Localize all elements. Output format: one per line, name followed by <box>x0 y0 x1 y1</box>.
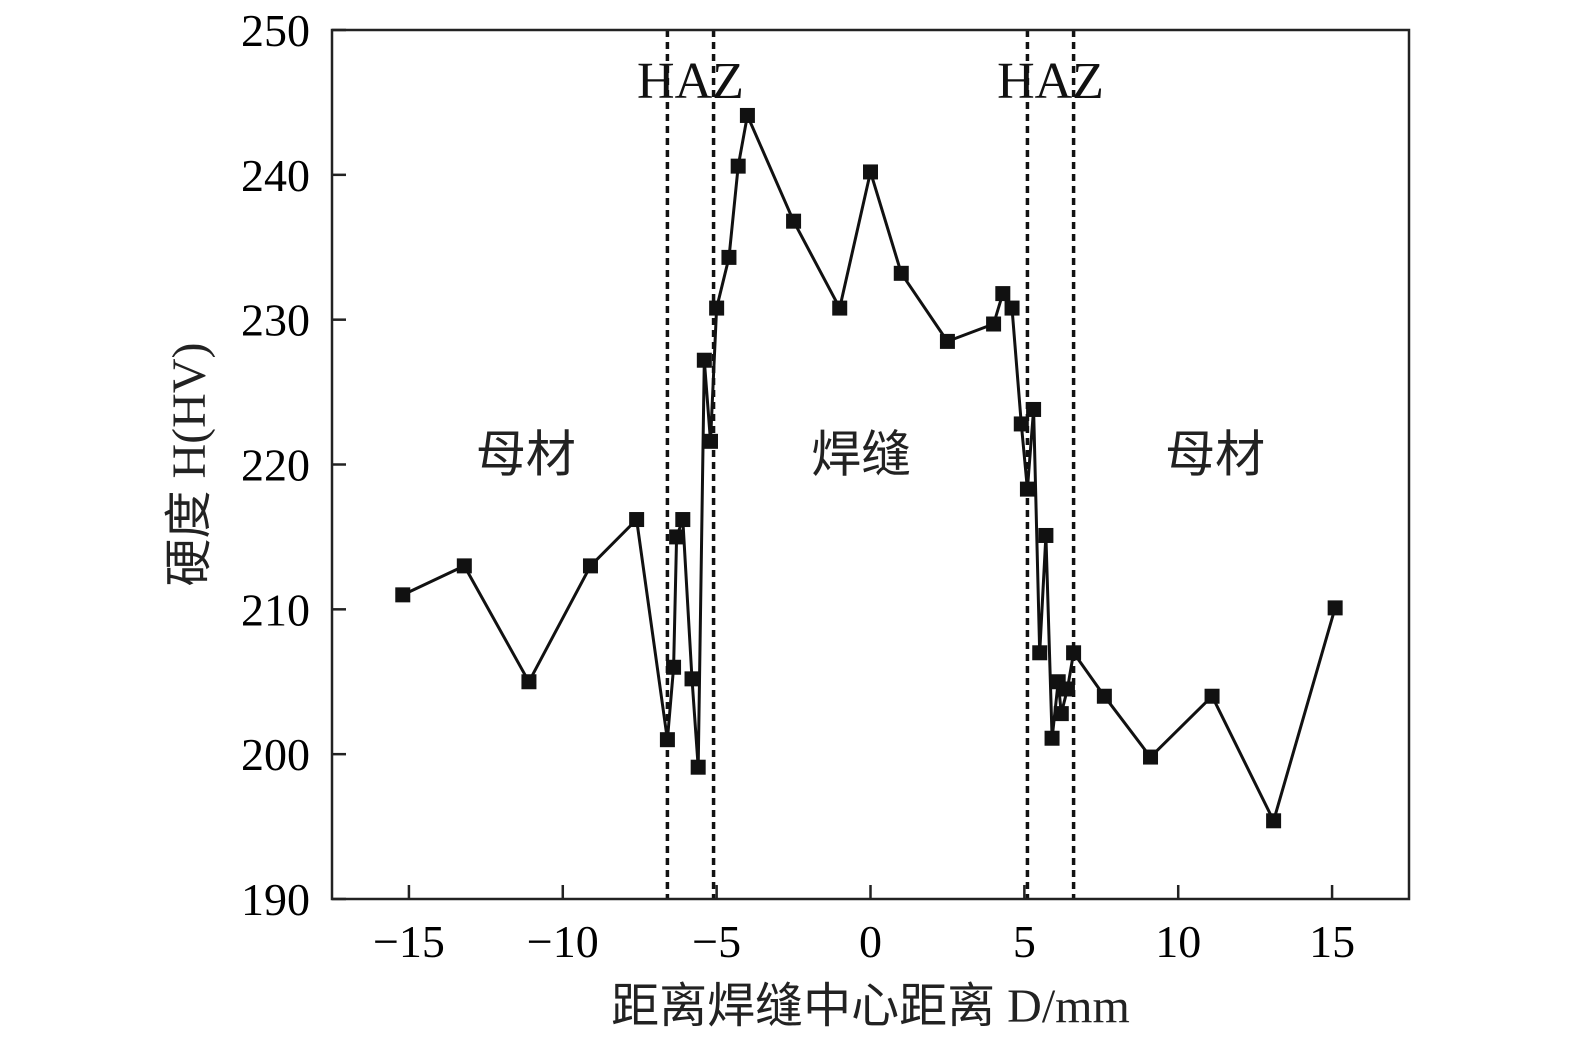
x-tick-label: 10 <box>1155 916 1201 967</box>
data-point <box>582 558 598 574</box>
data-point <box>659 732 675 748</box>
haz-label: HAZ <box>997 53 1104 110</box>
data-point <box>730 158 746 174</box>
data-point <box>675 512 691 528</box>
data-point <box>739 107 755 123</box>
data-point <box>1143 749 1159 765</box>
chart-annotations: HAZ HAZ 母材 焊缝 母材 <box>476 53 1265 483</box>
y-tick-label: 250 <box>241 5 310 56</box>
data-point <box>690 759 706 775</box>
x-tick-label: 15 <box>1309 916 1355 967</box>
data-point <box>669 529 685 545</box>
y-tick-label: 230 <box>241 295 310 346</box>
region-label: 母材 <box>476 427 576 483</box>
x-axis-title: 距离焊缝中心距离 D/mm <box>611 980 1130 1033</box>
y-tick-label: 210 <box>241 584 310 635</box>
data-point <box>893 265 909 281</box>
x-tick-label: 5 <box>1013 916 1036 967</box>
x-tick-label: 0 <box>859 916 882 967</box>
data-point <box>521 674 537 690</box>
data-point <box>1038 527 1054 543</box>
data-point <box>395 587 411 603</box>
y-tick-label: 220 <box>241 440 310 491</box>
data-point <box>1026 401 1042 417</box>
data-point <box>863 164 878 180</box>
data-point <box>1044 730 1060 746</box>
data-point <box>721 249 737 265</box>
data-point <box>702 433 718 449</box>
data-point <box>1032 645 1048 661</box>
data-point <box>1327 600 1343 616</box>
data-point <box>786 213 802 229</box>
y-axis-title: 硬度 H(HV) <box>163 343 216 587</box>
region-label: 焊缝 <box>811 427 911 483</box>
x-tick-label: −5 <box>692 916 741 967</box>
axis-ticks: −15 −10 −5 0 5 10 15 190 200 210 220 230 240 250 <box>241 5 1355 967</box>
y-tick-label: 200 <box>241 729 310 780</box>
series-line <box>402 114 1337 823</box>
data-point <box>1066 645 1082 661</box>
data-point <box>1059 681 1075 697</box>
x-tick-label: −10 <box>527 916 599 967</box>
data-point <box>666 659 682 675</box>
haz-label: HAZ <box>637 53 744 110</box>
data-point <box>684 671 700 687</box>
data-point <box>995 286 1011 302</box>
data-point <box>986 316 1002 332</box>
data-point <box>939 333 955 349</box>
x-tick-label: −15 <box>373 916 445 967</box>
y-tick-label: 190 <box>241 874 310 925</box>
haz-boundary-lines <box>665 30 1076 899</box>
data-point <box>709 300 725 316</box>
data-point <box>832 300 848 316</box>
data-point <box>1013 416 1029 432</box>
data-point <box>1204 688 1220 704</box>
data-point <box>696 352 712 368</box>
data-point <box>456 558 472 574</box>
data-point <box>1004 300 1020 316</box>
data-point <box>1266 813 1282 829</box>
data-point <box>1096 688 1112 704</box>
region-label: 母材 <box>1165 427 1265 483</box>
data-point <box>1019 481 1035 497</box>
data-point <box>1053 706 1069 722</box>
y-tick-label: 240 <box>241 150 310 201</box>
hardness-series <box>395 107 1343 829</box>
data-point <box>629 512 645 528</box>
